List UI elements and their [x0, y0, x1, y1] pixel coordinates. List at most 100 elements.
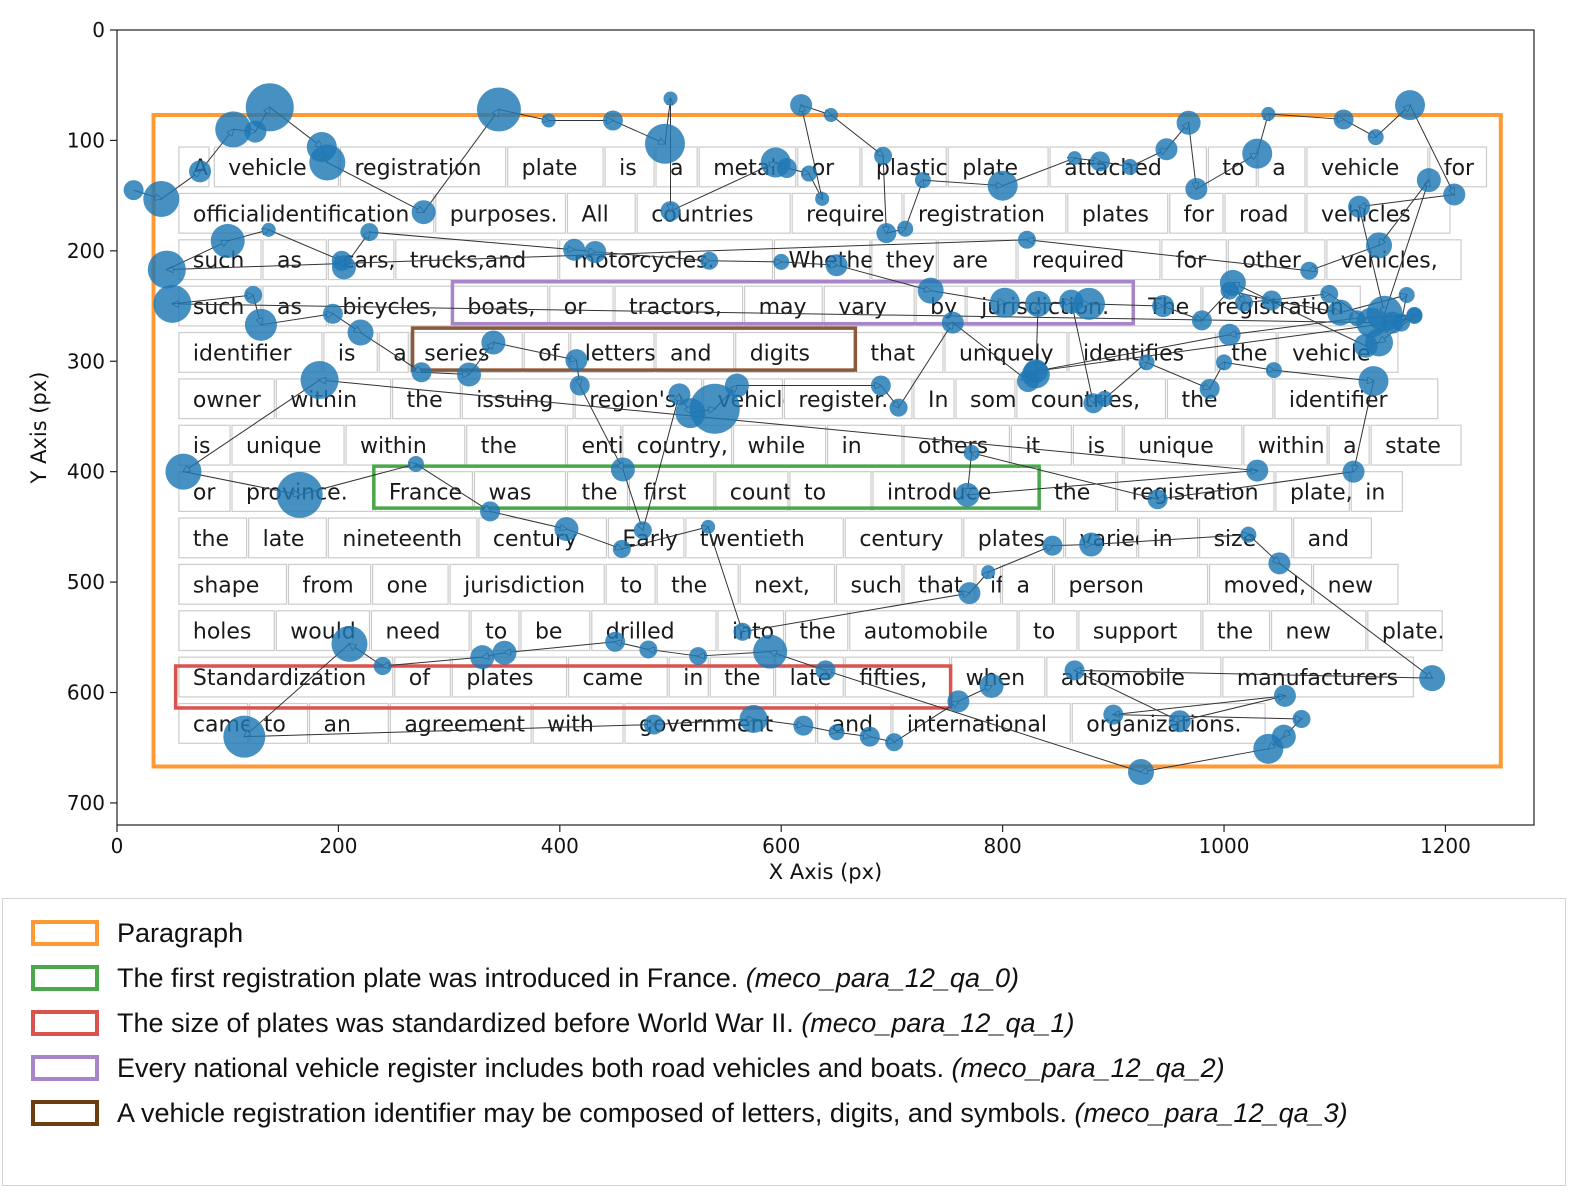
word-box	[378, 331, 409, 373]
legend-label: The size of plates was standardized befo…	[117, 1007, 1075, 1038]
word-text: to	[804, 481, 826, 506]
saccade-arrow	[320, 380, 1258, 472]
legend-swatch-qa-1	[31, 1010, 99, 1036]
word-box	[628, 471, 715, 513]
word-box	[844, 517, 963, 559]
word-box	[478, 517, 608, 559]
fixation-point	[331, 255, 356, 280]
word-box	[892, 702, 1071, 744]
fixation-point	[1176, 110, 1201, 135]
scanpath-chart: Avehicleregistrationplateisametalorplast…	[27, 18, 1535, 884]
fixation-point	[917, 277, 944, 304]
word-text: plates	[466, 666, 533, 691]
saccade-arrow	[709, 261, 781, 262]
saccade-arrow	[1113, 695, 1285, 715]
legend-swatch-qa-2	[31, 1055, 99, 1081]
fixation-point	[605, 631, 626, 652]
fixation-point	[1419, 665, 1446, 692]
fixation-point	[1265, 362, 1282, 379]
saccade-arrow	[1273, 369, 1374, 381]
word-text: France	[389, 481, 462, 506]
fixation-point	[147, 250, 186, 289]
word-box	[1243, 424, 1328, 466]
fixation-point	[1064, 660, 1085, 681]
fixation-point	[700, 251, 719, 270]
word-text: other	[1242, 249, 1302, 274]
word-text: in	[1365, 481, 1385, 506]
saccade-arrow	[172, 304, 1372, 324]
fixation-point	[981, 565, 996, 580]
word-text: the	[407, 388, 443, 413]
word-text: tractors,	[629, 295, 722, 320]
word-text: plates	[978, 527, 1045, 552]
word-box	[1010, 424, 1072, 466]
saccade-arrow	[898, 323, 953, 408]
saccade-arrow	[830, 114, 883, 156]
legend-item-qa-2: Every national vehicle register includes…	[31, 1050, 1225, 1086]
word-box	[614, 285, 744, 327]
fixation-point	[1199, 378, 1220, 399]
word-box	[913, 378, 955, 420]
fixation-point	[1416, 168, 1441, 193]
fixation-point	[989, 287, 1020, 318]
word-text: issuing	[476, 388, 553, 413]
fixation-point	[1253, 733, 1284, 764]
word-text: century	[859, 527, 943, 552]
word-text: within	[360, 434, 427, 459]
saccade-arrow	[1027, 240, 1310, 272]
fixation-point	[941, 311, 964, 334]
word-box	[823, 285, 915, 327]
word-box	[1224, 192, 1306, 234]
fixation-point	[639, 640, 658, 659]
word-box	[507, 146, 604, 188]
word-text: as	[277, 249, 302, 274]
word-text: vary	[838, 295, 887, 320]
highlight-box-qa-1	[173, 664, 953, 710]
y-tick-label: 700	[67, 791, 105, 815]
saccade-arrow	[1158, 471, 1354, 500]
legend-item-qa-0: The first registration plate was introdu…	[31, 960, 1019, 996]
y-tick-label: 500	[67, 570, 105, 594]
word-text: unique	[1138, 434, 1213, 459]
fixation-point	[753, 634, 788, 669]
word-box	[178, 610, 275, 652]
highlight-box-qa-0	[372, 464, 1041, 510]
fixation-point	[1138, 354, 1155, 371]
fixation-point	[1268, 552, 1291, 575]
fixation-point	[1079, 532, 1104, 557]
saccade-arrow	[1113, 714, 1301, 719]
word-text: the	[581, 481, 617, 506]
word-text: Standardization	[193, 666, 366, 691]
word-text: the	[481, 434, 517, 459]
fixation-point	[1381, 311, 1404, 334]
saccade-arrow	[1070, 301, 1093, 404]
word-box	[955, 378, 1016, 420]
word-text: owner	[193, 388, 262, 413]
saccade-arrow	[670, 163, 776, 212]
saccade-arrow	[504, 641, 616, 653]
saccade-arrow	[1243, 294, 1329, 304]
fixation-point	[660, 201, 681, 222]
fixation-point	[1320, 284, 1339, 303]
word-box	[1053, 563, 1209, 605]
word-text: a	[1272, 156, 1285, 181]
fixation-point	[1353, 333, 1378, 358]
word-box	[178, 378, 275, 420]
word-text: All	[581, 202, 608, 227]
word-text: country,	[637, 434, 728, 459]
word-box	[1350, 471, 1403, 513]
fixation-point	[1090, 151, 1111, 172]
word-text: support	[1093, 620, 1178, 645]
word-box	[1293, 517, 1372, 559]
word-box	[605, 563, 656, 605]
word-box	[604, 146, 655, 188]
saccade-arrow	[1354, 381, 1374, 472]
fixation-point	[569, 375, 590, 396]
fixation-point	[947, 690, 970, 713]
word-text: agreement	[404, 712, 525, 737]
word-text: road	[1239, 202, 1288, 227]
saccade-arrow	[415, 463, 490, 511]
legend-swatch-paragraph	[31, 920, 99, 946]
fixation-point	[481, 330, 506, 355]
saccade-arrow	[1359, 194, 1455, 207]
